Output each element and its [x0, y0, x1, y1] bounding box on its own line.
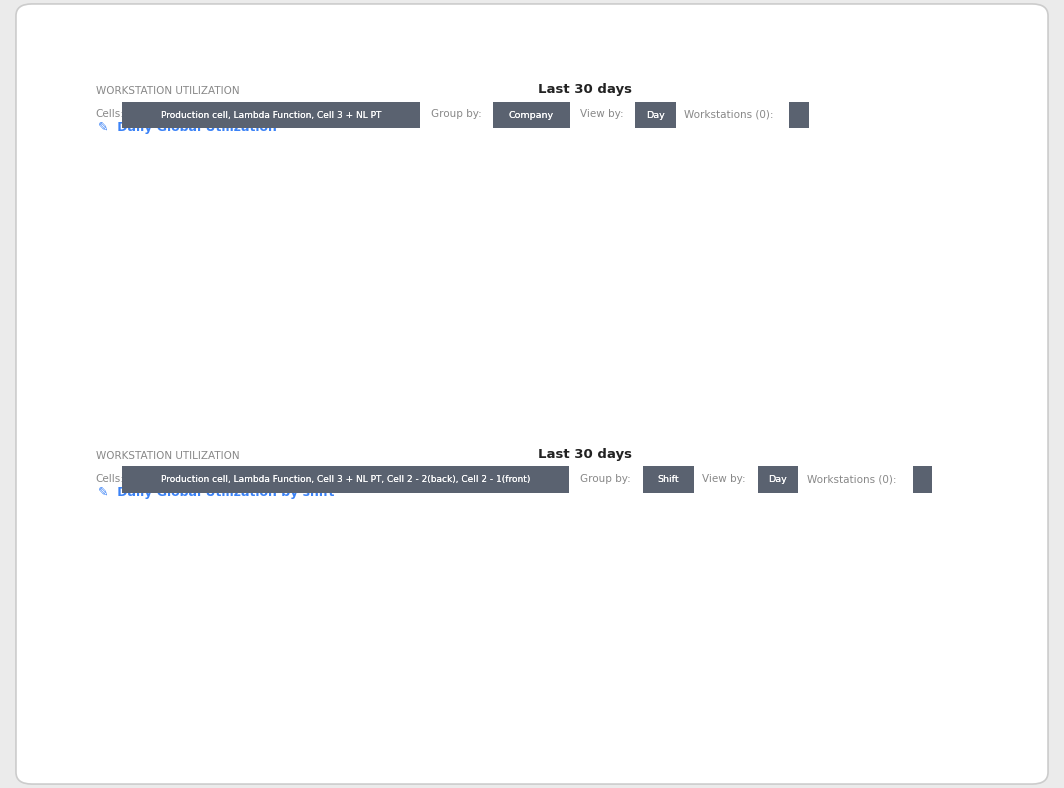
- Text: Company: Company: [509, 110, 554, 120]
- Text: Workstations (0):: Workstations (0):: [807, 474, 896, 484]
- Text: Cells:: Cells:: [96, 110, 124, 119]
- Text: Day: Day: [768, 475, 787, 485]
- Text: Production cell, Lambda Function, Cell 3 + NL PT: Production cell, Lambda Function, Cell 3…: [161, 110, 382, 120]
- Text: Cells:: Cells:: [96, 474, 124, 484]
- Text: Production cell, Lambda Function, Cell 3 + NL PT: Production cell, Lambda Function, Cell 3…: [161, 110, 382, 120]
- FancyBboxPatch shape: [788, 99, 810, 131]
- Text: ✎  Daily Global Utilization: ✎ Daily Global Utilization: [98, 121, 277, 134]
- FancyBboxPatch shape: [754, 464, 801, 496]
- Text: Day: Day: [646, 110, 665, 120]
- Text: Group by:: Group by:: [431, 110, 482, 119]
- FancyBboxPatch shape: [632, 99, 679, 131]
- Text: Last 30 days: Last 30 days: [538, 448, 632, 461]
- Text: Last 30 days: Last 30 days: [538, 84, 632, 96]
- Text: WORKSTATION UTILIZATION: WORKSTATION UTILIZATION: [96, 86, 239, 96]
- Text: Production cell, Lambda Function, Cell 3 + NL PT, Cell 2 - 2(back), Cell 2 - 1(f: Production cell, Lambda Function, Cell 3…: [161, 475, 531, 485]
- Text: Day: Day: [646, 110, 665, 120]
- Text: View by:: View by:: [702, 474, 746, 484]
- Text: Day: Day: [768, 475, 787, 485]
- Text: ✎  Daily Global Utilization by shift: ✎ Daily Global Utilization by shift: [98, 486, 334, 499]
- Text: Production cell, Lambda Function, Cell 3 + NL PT, Cell 2 - 2(back), Cell 2 - 1(f: Production cell, Lambda Function, Cell 3…: [161, 475, 531, 485]
- FancyBboxPatch shape: [86, 464, 605, 496]
- Text: Group by:: Group by:: [580, 474, 631, 484]
- Text: Workstations (0):: Workstations (0):: [684, 110, 774, 119]
- FancyBboxPatch shape: [912, 464, 933, 496]
- FancyBboxPatch shape: [486, 99, 577, 131]
- FancyBboxPatch shape: [99, 99, 444, 131]
- Text: Shift: Shift: [658, 475, 679, 485]
- FancyBboxPatch shape: [638, 464, 698, 496]
- Text: View by:: View by:: [580, 110, 624, 119]
- Text: WORKSTATION UTILIZATION: WORKSTATION UTILIZATION: [96, 451, 239, 461]
- Text: Company: Company: [509, 110, 554, 120]
- Text: Shift: Shift: [658, 475, 679, 485]
